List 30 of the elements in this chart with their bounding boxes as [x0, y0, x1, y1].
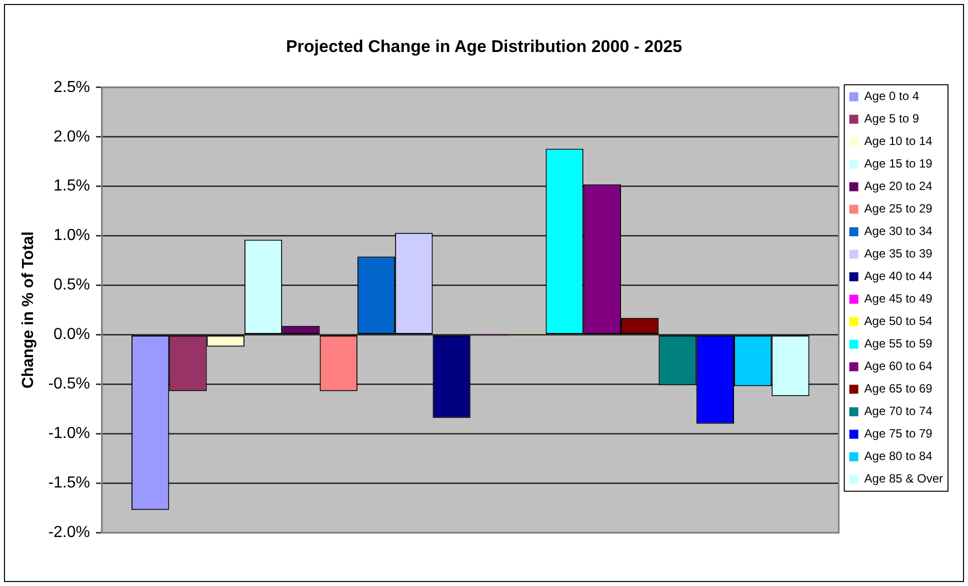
legend-label: Age 0 to 4 [864, 89, 920, 104]
legend-label: Age 80 to 84 [864, 449, 933, 464]
y-tick-label: 1.5% [54, 178, 90, 195]
y-axis-title: Change in % of Total [20, 231, 38, 389]
legend-label: Age 50 to 54 [864, 314, 933, 328]
legend-label: Age 15 to 19 [864, 156, 933, 171]
legend-label: Age 85 & Over [864, 472, 944, 486]
legend-label: Age 55 to 59 [864, 336, 933, 351]
y-tick-label: 1.0% [54, 227, 90, 244]
legend-label: Age 30 to 34 [864, 224, 933, 238]
y-tick-label: 0.0% [54, 326, 90, 344]
y-tick-label: -0.5% [48, 376, 90, 393]
legend-label: Age 5 to 9 [864, 112, 920, 126]
legend-label: Age 40 to 44 [864, 269, 933, 284]
y-tick-label: 0.5% [54, 276, 90, 294]
legend-label: Age 45 to 49 [864, 292, 933, 306]
legend-label: Age 70 to 74 [864, 404, 933, 418]
legend-label: Age 35 to 39 [864, 246, 933, 261]
legend-label: Age 10 to 14 [864, 134, 933, 148]
legend-label: Age 60 to 64 [864, 359, 933, 374]
y-tick-label: -2.0% [48, 524, 90, 542]
y-tick-label: 2.5% [54, 78, 90, 96]
chart-title: Projected Change in Age Distribution 2000 - 2025 [286, 36, 682, 56]
legend-label: Age 25 to 29 [864, 202, 933, 216]
legend-label: Age 75 to 79 [864, 426, 933, 441]
y-tick-label: 2.0% [54, 128, 90, 146]
y-tick-label: -1.5% [48, 474, 90, 492]
legend-label: Age 20 to 24 [864, 179, 933, 194]
y-tick-label: -1.0% [48, 425, 90, 442]
legend-label: Age 65 to 69 [864, 382, 933, 396]
